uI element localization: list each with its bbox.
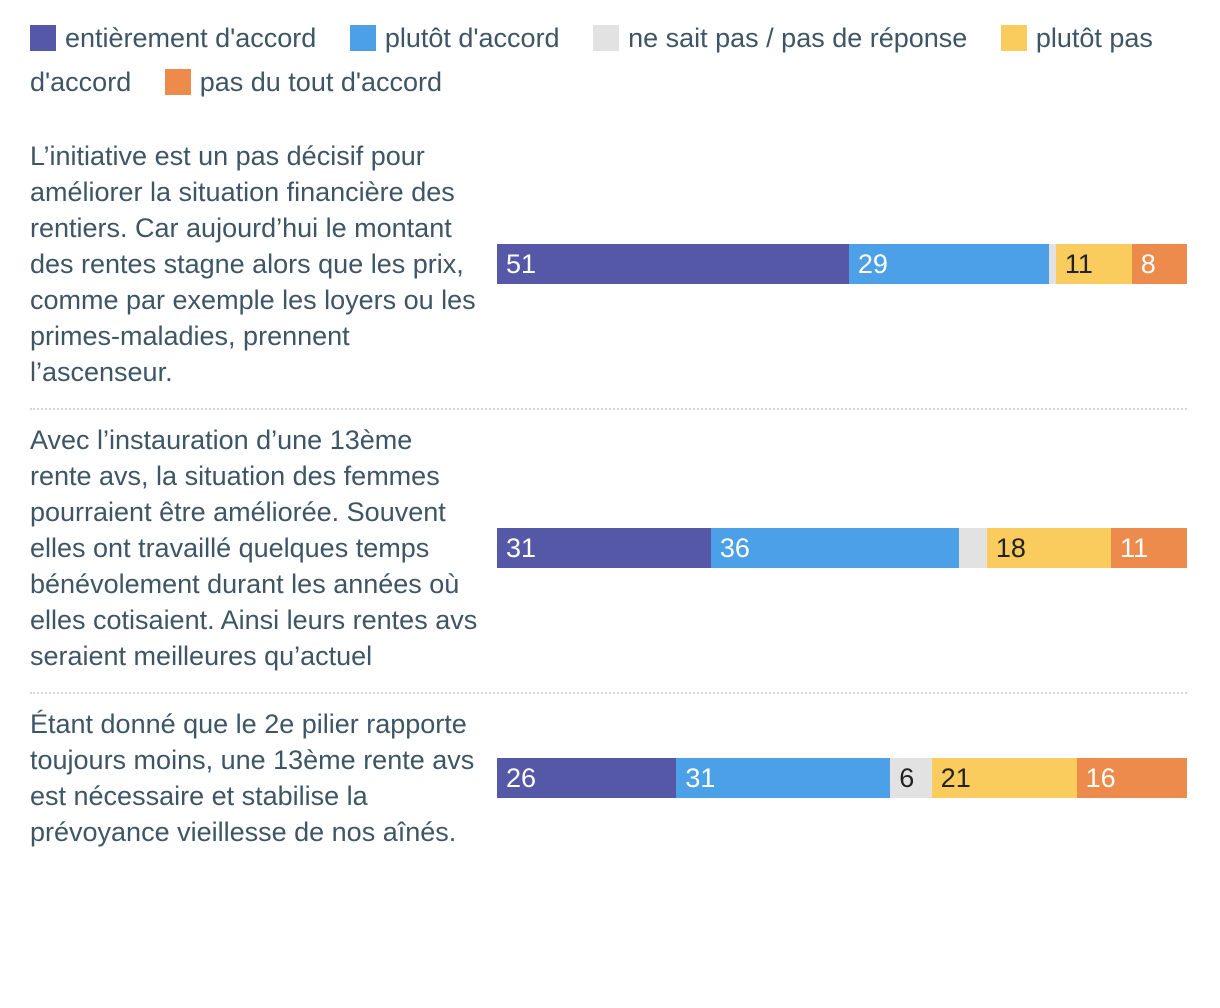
statement-text: Avec l’instauration d’une 13ème rente av… (30, 425, 478, 671)
segment-value-label: 8 (1140, 248, 1156, 279)
bar-segment-plutot-pas-daccord: 18 (986, 528, 1112, 568)
legend-swatch-plutot-daccord (349, 25, 376, 51)
legend-label: plutôt d'accord (384, 23, 560, 53)
stacked-bar-track: 31 36 18 11 (497, 528, 1187, 568)
legend-label: pas du tout d'accord (199, 67, 443, 97)
chart-rows: L’initiative est un pas décisif pour amé… (30, 126, 1187, 868)
legend-label: entièrement d'accord (65, 23, 317, 53)
legend-item-plutot-daccord: plutôt d'accord (349, 23, 560, 53)
bar-segment-ne-sait-pas (1048, 244, 1056, 284)
legend-label: ne sait pas / pas de réponse (628, 23, 968, 53)
bar-segment-plutot-pas-daccord: 11 (1055, 244, 1132, 284)
bar-segment-plutot-pas-daccord: 21 (931, 758, 1077, 798)
legend-label: plutôt pas d'accord (30, 23, 1153, 97)
legend-swatch-plutot-pas-daccord (1000, 25, 1027, 51)
stacked-bar: 26 31 6 21 16 (497, 758, 1187, 798)
stacked-bar-track: 51 29 11 8 (497, 244, 1187, 284)
segment-value-label: 6 (899, 762, 915, 793)
bar-segment-plutot-daccord: 29 (848, 244, 1049, 284)
bar-segment-entierement-daccord: 51 (497, 244, 849, 284)
segment-value-label: 21 (940, 762, 971, 793)
statement-text: Étant donné que le 2e pilier rapporte to… (30, 709, 475, 847)
bar-segment-entierement-daccord: 31 (497, 528, 711, 568)
bar-segment-entierement-daccord: 26 (497, 758, 677, 798)
segment-value-label: 18 (995, 532, 1026, 563)
segment-value-label: 11 (1064, 248, 1093, 279)
legend-item-ne-sait-pas: ne sait pas / pas de réponse (593, 23, 967, 53)
statement-row: Étant donné que le 2e pilier rapporte to… (30, 694, 1187, 868)
statement-text: L’initiative est un pas décisif pour amé… (30, 141, 476, 387)
statement-row: L’initiative est un pas décisif pour amé… (30, 126, 1187, 408)
legend-item-plutot-pas-daccord: plutôt pas d'accord (30, 23, 1153, 97)
row-separator (30, 408, 1187, 410)
legend-swatch-pas-du-tout-daccord (164, 69, 191, 95)
segment-value-label: 29 (857, 248, 888, 279)
legend-swatch-ne-sait-pas (593, 25, 620, 51)
bar-segment-plutot-daccord: 36 (710, 528, 960, 568)
legend-item-entierement-daccord: entièrement d'accord (30, 23, 316, 53)
bar-segment-ne-sait-pas: 6 (890, 758, 932, 798)
segment-value-label: 11 (1120, 532, 1149, 563)
bar-segment-plutot-daccord: 31 (676, 758, 891, 798)
segment-value-label: 36 (719, 532, 750, 563)
bar-segment-pas-du-tout-daccord: 11 (1111, 528, 1187, 568)
segment-value-label: 31 (685, 762, 716, 793)
legend-swatch-entierement-daccord (30, 25, 56, 51)
segment-value-label: 26 (506, 762, 537, 793)
statement-row: Avec l’instauration d’une 13ème rente av… (30, 410, 1187, 692)
row-separator (30, 692, 1187, 694)
legend-item-pas-du-tout-daccord: pas du tout d'accord (164, 67, 443, 97)
segment-value-label: 31 (506, 532, 537, 563)
bar-segment-ne-sait-pas (959, 528, 987, 568)
segment-value-label: 51 (506, 248, 537, 279)
stacked-bar: 51 29 11 8 (497, 244, 1187, 284)
legend: entièrement d'accord plutôt d'accord ne … (30, 16, 1187, 104)
segment-value-label: 16 (1085, 762, 1116, 793)
bar-segment-pas-du-tout-daccord: 16 (1076, 758, 1187, 798)
stacked-bar: 31 36 18 11 (497, 528, 1187, 568)
bar-segment-pas-du-tout-daccord: 8 (1131, 244, 1187, 284)
stacked-bar-track: 26 31 6 21 16 (497, 758, 1187, 798)
